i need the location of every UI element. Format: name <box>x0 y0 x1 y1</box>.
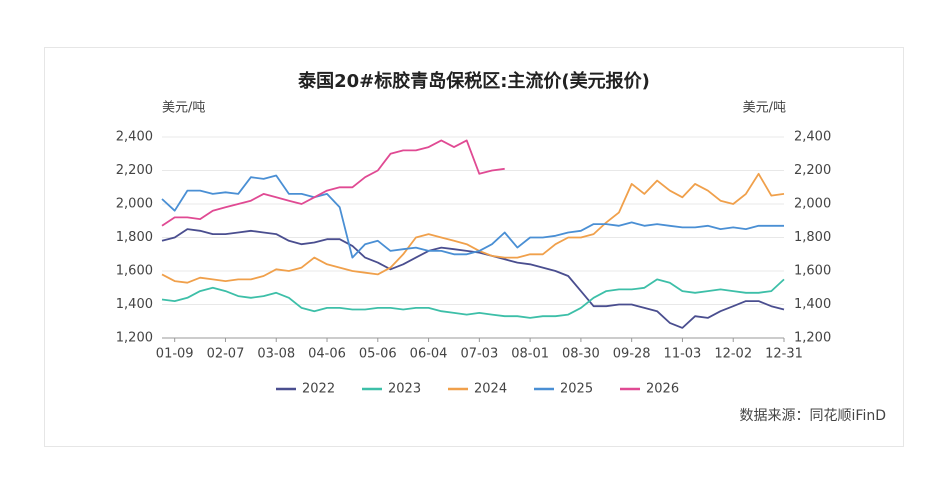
y-tick-label: 1,800 <box>116 230 153 245</box>
x-tick-label: 02-07 <box>207 347 245 362</box>
y-axis-label: 美元/吨 <box>162 101 205 116</box>
x-tick-label: 08-01 <box>511 347 549 362</box>
y2-tick-label: 1,800 <box>794 230 831 245</box>
y-tick-label: 2,400 <box>116 130 153 145</box>
x-tick-label: 01-09 <box>156 347 194 362</box>
legend-label: 2026 <box>646 382 679 397</box>
x-tick-label: 08-30 <box>562 347 600 362</box>
y2-tick-label: 2,400 <box>794 130 831 145</box>
x-tick-label: 07-03 <box>460 347 498 362</box>
legend-label: 2024 <box>474 382 507 397</box>
y2-tick-label: 2,200 <box>794 163 831 178</box>
x-tick-label: 11-03 <box>664 347 702 362</box>
y-tick-label: 1,200 <box>116 331 153 346</box>
x-tick-label: 03-08 <box>257 347 295 362</box>
x-tick-label: 12-02 <box>714 347 752 362</box>
series-line <box>161 174 784 259</box>
y2-tick-label: 2,000 <box>794 197 831 212</box>
x-tick-label: 12-31 <box>765 347 803 362</box>
y-tick-label: 2,000 <box>116 197 153 212</box>
x-tick-label: 05-06 <box>359 347 397 362</box>
series-line <box>161 278 785 319</box>
x-tick-label: 09-28 <box>613 347 651 362</box>
y2-axis-label: 美元/吨 <box>743 101 786 116</box>
y-tick-label: 2,200 <box>116 163 153 178</box>
y-tick-label: 1,400 <box>116 297 153 312</box>
x-tick-label: 06-04 <box>410 347 448 362</box>
legend-label: 2023 <box>388 382 421 397</box>
chart-frame <box>44 47 904 447</box>
y2-tick-label: 1,200 <box>794 331 831 346</box>
series-line <box>161 139 505 227</box>
source-note: 数据来源：同花顺iFinD <box>740 408 886 424</box>
x-tick-label: 04-06 <box>308 347 346 362</box>
chart-title: 泰国20#标胶青岛保税区:主流价(美元报价) <box>297 70 650 92</box>
y-tick-label: 1,600 <box>116 264 153 279</box>
series-line <box>161 172 785 284</box>
legend-label: 2022 <box>302 382 335 397</box>
legend-label: 2025 <box>560 382 593 397</box>
y2-tick-label: 1,600 <box>794 264 831 279</box>
y2-tick-label: 1,400 <box>794 297 831 312</box>
